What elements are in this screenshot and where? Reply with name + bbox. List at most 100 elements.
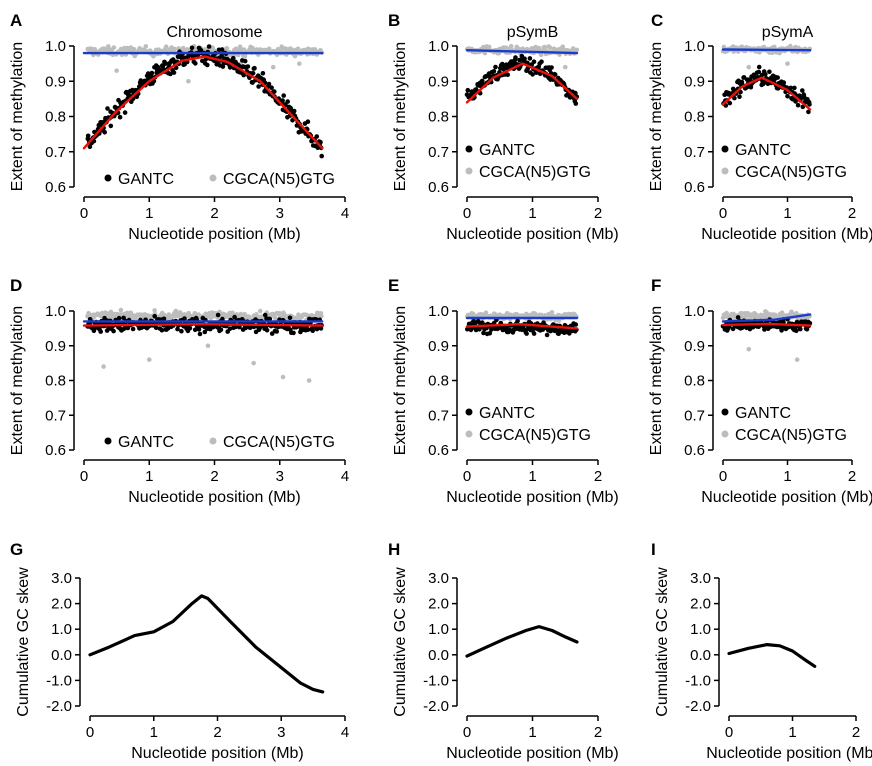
y-tick-label: -1.0: [423, 672, 449, 689]
y-tick-label: 0.7: [45, 144, 66, 161]
legend-label-gantc: GANTC: [479, 405, 535, 422]
data-point: [573, 90, 578, 96]
y-tick-label: 0.8: [428, 373, 449, 390]
data-point: [795, 102, 801, 108]
x-tick-label: 3: [277, 724, 285, 741]
data-point: [534, 70, 539, 75]
legend-label-gantc: GANTC: [735, 142, 791, 159]
data-point: [215, 312, 221, 318]
x-tick-label: 0: [725, 724, 733, 741]
data-point: [314, 134, 320, 139]
data-point: [272, 89, 277, 94]
data-point: [539, 59, 544, 64]
data-point: [763, 72, 768, 77]
data-point: [98, 329, 103, 334]
data-point: [788, 85, 793, 91]
data-point: [538, 52, 544, 58]
data-point: [179, 328, 184, 334]
series-line-gc-skew: [88, 594, 325, 694]
legend: GANTC CGCA(N5)GTG: [104, 171, 335, 188]
legend: GANTC CGCA(N5)GTG: [465, 405, 591, 444]
data-point: [143, 44, 149, 49]
data-point-outlier: [785, 61, 790, 66]
x-tick-label: 2: [848, 205, 856, 222]
y-tick-label: 0.9: [428, 338, 449, 355]
data-point: [219, 47, 225, 52]
data-point: [524, 331, 529, 336]
data-point: [85, 133, 91, 139]
data-point: [807, 102, 812, 107]
data-point: [291, 330, 296, 336]
data-point: [318, 139, 323, 145]
data-point: [260, 71, 266, 76]
y-tick-label: 1.0: [51, 621, 72, 638]
y-tick-label: 0.8: [428, 109, 449, 126]
y-tick-label: 2.0: [690, 596, 711, 613]
x-axis-title: Nucleotide position (Mb): [701, 489, 872, 506]
x-axis-title: Nucleotide position (Mb): [446, 745, 619, 762]
legend-label-gantc: GANTC: [735, 405, 791, 422]
y-tick-label: 1.0: [45, 303, 66, 320]
y-tick-label: 1.0: [45, 38, 66, 55]
legend-marker-cgca: [721, 430, 729, 438]
data-point-outlier: [746, 64, 752, 70]
data-point: [172, 46, 177, 52]
legend-label-gantc: GANTC: [479, 142, 535, 159]
x-tick-label: 2: [594, 468, 602, 485]
y-tick-label: 0.7: [428, 144, 449, 161]
data-point: [738, 89, 743, 95]
data-point: [241, 72, 246, 78]
y-axis-title: Cumulative GC skew: [15, 567, 32, 717]
x-tick-label: 2: [594, 205, 602, 222]
data-point: [192, 327, 198, 333]
data-point: [122, 110, 128, 115]
data-point: [530, 72, 535, 77]
data-point: [145, 71, 151, 76]
panel-letter: G: [10, 540, 23, 559]
data-point: [219, 53, 224, 58]
data-point: [131, 46, 137, 52]
y-tick-label: 1.0: [690, 621, 711, 638]
legend-marker-cgca: [465, 167, 473, 175]
data-point: [258, 308, 263, 314]
y-tick-label: 2.0: [428, 596, 449, 613]
y-tick-label: 0.8: [684, 373, 705, 390]
x-tick-label: 1: [150, 724, 158, 741]
y-tick-label: 0.9: [45, 338, 66, 355]
data-point-outlier: [270, 64, 276, 70]
y-tick-label: 0.9: [684, 338, 705, 355]
series-line-cgca-n5-gtg-fit: [465, 49, 579, 55]
data-point: [117, 114, 123, 120]
series-line-cgca-n5-gtg-fit: [721, 313, 812, 323]
x-tick-label: 0: [86, 724, 94, 741]
y-tick-label: -2.0: [46, 698, 72, 715]
plot-area: [720, 43, 813, 115]
data-point: [548, 328, 553, 334]
data-point: [513, 55, 518, 60]
x-axis-title: Nucleotide position (Mb): [706, 745, 872, 762]
data-point: [108, 123, 114, 129]
y-tick-label: 1.0: [684, 303, 705, 320]
data-point: [531, 331, 537, 336]
x-tick-label: 1: [783, 205, 791, 222]
data-point: [798, 326, 803, 332]
data-point: [111, 45, 117, 50]
x-tick-label: 0: [463, 724, 471, 741]
data-point: [483, 310, 489, 316]
data-point: [319, 313, 324, 319]
y-tick-label: 0.0: [690, 647, 711, 664]
data-point: [508, 44, 514, 49]
y-tick-label: 0.7: [684, 144, 705, 161]
series-line-gc-skew: [465, 624, 579, 658]
data-point: [159, 327, 165, 333]
legend-marker-gantc: [465, 145, 473, 153]
y-axis-title: Extent of methylation: [392, 306, 409, 455]
data-point: [547, 45, 553, 50]
x-tick-label: 2: [213, 724, 221, 741]
data-point: [262, 312, 268, 318]
data-point: [264, 327, 270, 333]
series-gantc-points: [85, 44, 325, 159]
panel-title: pSymB: [507, 24, 559, 41]
data-point: [256, 84, 261, 89]
